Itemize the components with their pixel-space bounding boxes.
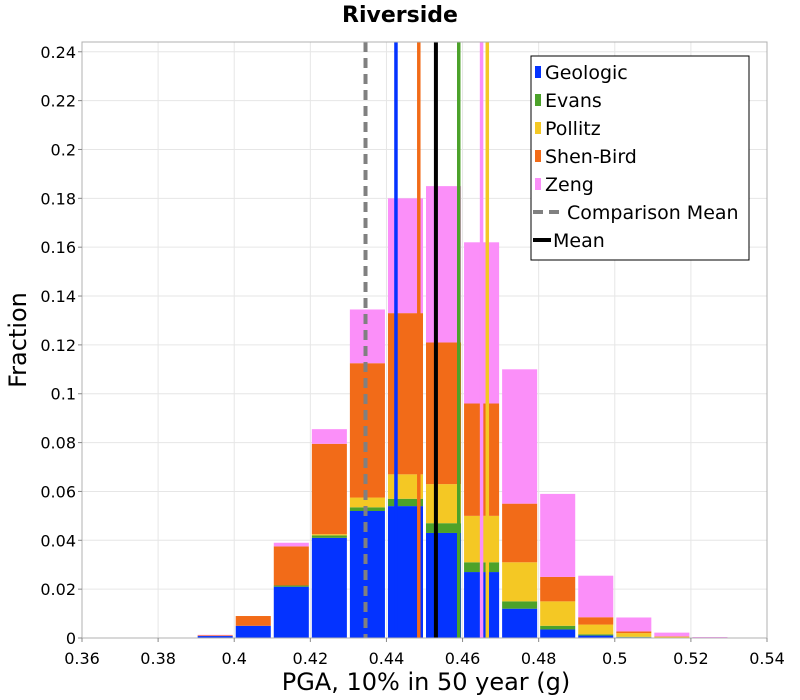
legend-label-shen-bird: Shen-Bird [545,146,637,168]
y-tick-label: 0.06 [40,482,76,501]
y-tick-label: 0.24 [40,43,76,62]
bar-evans [273,585,309,587]
legend-label-comparison-mean: Comparison Mean [567,202,739,224]
bar-shen-bird [578,617,614,625]
bar-pollitz [578,624,614,635]
bar-shen-bird [273,546,309,586]
legend-label-evans: Evans [545,90,602,112]
legend: Geologic Evans Pollitz Shen-Bird Zeng Compari… [530,55,750,261]
bar-pollitz [349,497,385,508]
legend-swatch-zeng [535,178,541,190]
x-tick-label: 0.38 [140,649,176,668]
bar-evans [578,634,614,636]
legend-swatch-geologic [535,66,541,78]
bar-shen-bird [311,443,347,535]
bar-shen-bird [197,635,233,637]
bar-zeng [273,542,309,547]
bar-zeng [502,369,538,504]
bar-geologic [426,532,462,638]
bar-pollitz [426,484,462,524]
bar-shen-bird [426,342,462,485]
bar-pollitz [654,636,690,638]
x-tick-label: 0.48 [521,649,557,668]
legend-swatch-shen-bird [535,150,541,162]
y-tick-label: 0.16 [40,238,76,257]
x-tick-label: 0.44 [369,649,405,668]
legend-swatch-pollitz [535,122,541,134]
y-axis-ticks: 0 0.02 0.04 0.06 0.08 0.1 0.12 0.14 0.16 0.18 0.2 0… [40,43,82,648]
legend-label-pollitz: Pollitz [545,118,601,140]
y-axis-title: Fraction [4,292,32,388]
y-tick-label: 0.04 [40,531,76,550]
bar-geologic [502,608,538,638]
y-tick-label: 0.18 [40,189,76,208]
bar-zeng [311,429,347,444]
legend-box [530,55,750,261]
legend-swatch-evans [535,94,541,106]
y-tick-label: 0 [66,629,76,648]
bar-evans [387,498,423,507]
bar-geologic [273,586,309,638]
y-tick-label: 0.12 [40,336,76,355]
bar-pollitz [311,534,347,536]
mean-lines [363,42,490,638]
bar-geologic [235,625,271,638]
bar-shen-bird [235,616,271,626]
bar-pollitz [540,601,576,626]
bar-pollitz [616,633,652,637]
bar-zeng [578,575,614,618]
bar-pollitz [502,562,538,602]
bar-evans [311,535,347,538]
x-tick-label: 0.4 [221,649,246,668]
bar-geologic [540,629,576,638]
bar-evans [502,601,538,609]
y-tick-label: 0.08 [40,434,76,453]
y-tick-label: 0.14 [40,287,76,306]
legend-label-geologic: Geologic [545,62,628,84]
bar-zeng [654,632,690,637]
x-axis-title: PGA, 10% in 50 year (g) [282,668,571,696]
bar-zeng [540,493,576,577]
x-tick-label: 0.42 [293,649,329,668]
bar-zeng [426,186,462,343]
bar-zeng [616,617,652,632]
y-tick-label: 0.2 [51,140,76,159]
plot-area-frame [81,41,768,639]
bar-shen-bird [502,503,538,563]
bar-geologic [311,537,347,638]
x-tick-label: 0.5 [602,649,627,668]
bar-geologic [578,635,614,638]
x-tick-label: 0.54 [749,649,785,668]
x-tick-label: 0.36 [64,649,100,668]
y-tick-label: 0.02 [40,580,76,599]
bar-geologic [197,636,233,638]
bar-shen-bird [540,576,576,602]
y-tick-label: 0.1 [51,385,76,404]
bar-shen-bird [616,631,652,634]
chart-title: Riverside [342,3,458,28]
x-axis-ticks: 0.36 0.38 0.4 0.42 0.44 0.46 0.48 0.5 0.52 0.54 [64,638,785,668]
bar-evans [540,625,576,630]
bar-evans [426,523,462,533]
x-tick-label: 0.46 [445,649,481,668]
legend-label-mean: Mean [553,230,605,252]
x-tick-label: 0.52 [673,649,709,668]
legend-label-zeng: Zeng [545,174,594,196]
y-tick-label: 0.22 [40,92,76,111]
